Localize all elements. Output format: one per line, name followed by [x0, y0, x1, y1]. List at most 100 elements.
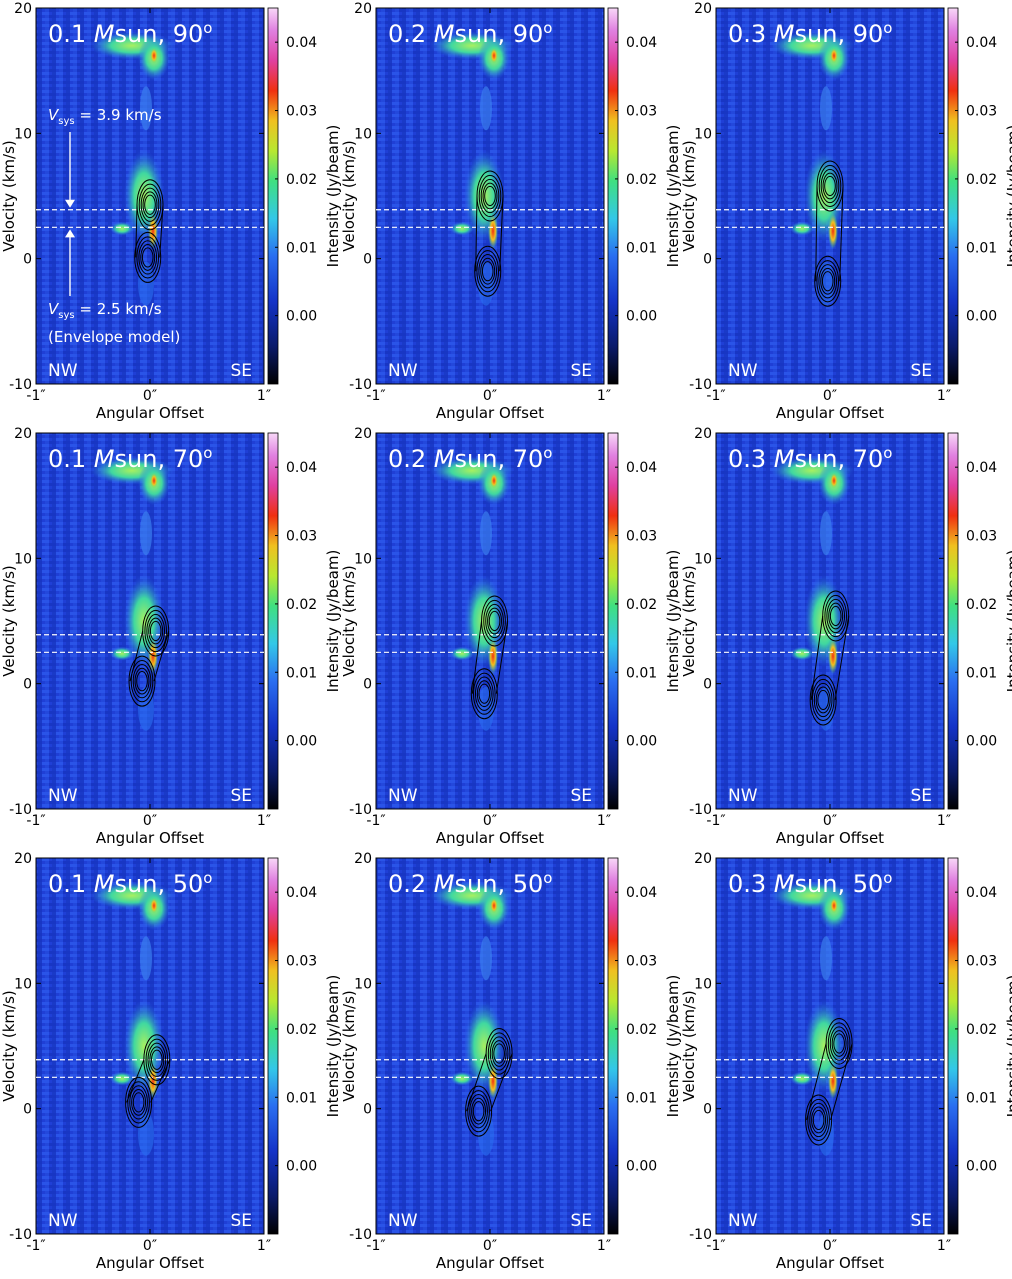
x-tick-label: -1″	[366, 813, 385, 829]
colorbar-tick-label: 0.00	[626, 734, 657, 750]
model-contour	[816, 260, 840, 303]
colorbar	[607, 7, 619, 385]
model-contour-bridge	[815, 185, 844, 282]
model-contour	[493, 1043, 505, 1064]
colorbar-tick-label: 0.03	[286, 954, 317, 970]
x-tick-label: -1″	[366, 1238, 385, 1254]
model-contour-bridge	[126, 1059, 171, 1103]
model-contour	[144, 609, 167, 653]
model-contour	[484, 185, 496, 207]
model-contour	[136, 671, 148, 692]
corner-label-se: SE	[570, 361, 592, 381]
emission-west-knot	[450, 646, 474, 661]
model-contour	[815, 686, 831, 714]
colorbar-tick-label: 0.02	[286, 597, 317, 613]
colorbar-label: Intensity (Jy/beam)	[324, 975, 342, 1118]
y-tick-label: 20	[694, 426, 712, 442]
colorbar-tick-label: 0.02	[626, 172, 657, 188]
model-contour	[476, 680, 492, 708]
emission-stream	[480, 511, 492, 556]
x-axis-label: Angular Offset	[96, 829, 204, 847]
emission-stream	[820, 86, 832, 131]
colorbar-tick-label: 0.02	[286, 172, 317, 188]
model-contour	[131, 1089, 147, 1116]
model-contour	[134, 231, 162, 283]
model-contour	[831, 1030, 847, 1057]
arrow-top-head	[65, 199, 75, 208]
model-contour	[132, 664, 152, 699]
model-contour	[820, 168, 840, 204]
x-tick-label: -1″	[26, 1238, 45, 1254]
y-tick-label: 0	[23, 252, 32, 268]
colorbar-tick-label: 0.04	[626, 885, 657, 901]
x-tick-label: 0″	[483, 1238, 497, 1254]
model-contour	[130, 660, 154, 703]
model-contour-bridge	[135, 204, 164, 258]
emission-tail	[818, 1111, 834, 1156]
model-contour	[829, 605, 842, 627]
model-contour	[818, 264, 838, 299]
y-tick-label: 10	[14, 126, 32, 142]
y-axis-label: Velocity (km/s)	[0, 140, 18, 251]
corner-label-se: SE	[910, 1211, 932, 1231]
y-tick-label: 0	[23, 1102, 32, 1118]
panel-0.2-70: -10 0 10 20 -1″ 0″ 1″ Angular Offset Velocity (k…	[340, 426, 682, 847]
panel-title: 0.1 Msun, 70o	[48, 444, 212, 473]
model-contour	[132, 1092, 145, 1113]
emission-tail	[478, 1111, 494, 1156]
emission-west-knot	[790, 1071, 814, 1086]
model-contour	[811, 1106, 827, 1134]
x-tick-label: -1″	[706, 1238, 725, 1254]
emission-tail	[138, 1111, 154, 1156]
emission-stream	[820, 936, 832, 981]
x-tick-label: 0″	[823, 813, 837, 829]
colorbar-tick-label: 0.02	[286, 1022, 317, 1038]
emission-top-peak	[150, 47, 158, 64]
y-tick-label: 10	[354, 976, 372, 992]
model-contour	[480, 178, 500, 214]
x-tick-label: 1″	[257, 813, 271, 829]
x-axis-label: Angular Offset	[776, 1254, 884, 1272]
colorbar-tick-label: 0.00	[966, 734, 997, 750]
model-contour	[817, 689, 829, 711]
annotation-vsys-bottom: Vsys = 2.5 km/s	[48, 300, 162, 321]
colorbar-tick-label: 0.01	[966, 240, 997, 256]
y-tick-label: -10	[689, 1227, 712, 1243]
model-contour-bridge	[471, 620, 509, 694]
colorbar-tick-label: 0.00	[966, 1159, 997, 1175]
x-tick-label: 0″	[483, 813, 497, 829]
x-tick-label: 1″	[937, 1238, 951, 1254]
colorbar-tick-label: 0.01	[286, 240, 317, 256]
corner-label-se: SE	[230, 786, 252, 806]
x-tick-label: 1″	[597, 1238, 611, 1254]
colorbar-label: Intensity (Jy/beam)	[664, 550, 682, 693]
y-axis-label: Velocity (km/s)	[680, 140, 698, 251]
y-tick-label: -10	[689, 377, 712, 393]
emission-stream	[140, 936, 152, 981]
emission-stream	[480, 86, 492, 131]
x-axis-label: Angular Offset	[436, 404, 544, 422]
colorbar	[947, 7, 959, 385]
colorbar-tick-label: 0.04	[966, 885, 997, 901]
emission-central-peak	[148, 638, 158, 675]
y-tick-label: 20	[354, 426, 372, 442]
emission-west-knot	[450, 221, 474, 236]
model-contour	[483, 599, 506, 643]
x-axis-label: Angular Offset	[96, 404, 204, 422]
colorbar-tick-label: 0.02	[966, 1022, 997, 1038]
emission-top-peak	[830, 472, 838, 489]
emission-stream	[480, 936, 492, 981]
x-tick-label: -1″	[26, 388, 45, 404]
colorbar-tick-label: 0.04	[966, 35, 997, 51]
y-tick-label: 10	[694, 976, 712, 992]
y-tick-label: 10	[14, 976, 32, 992]
model-contour	[478, 683, 491, 704]
y-tick-label: -10	[349, 1227, 372, 1243]
x-axis-label: Angular Offset	[436, 1254, 544, 1272]
model-contour	[465, 1085, 493, 1137]
y-axis-label: Velocity (km/s)	[680, 990, 698, 1101]
model-contour	[827, 1022, 851, 1065]
panel-0.2-90: -10 0 10 20 -1″ 0″ 1″ Angular Offset Velocity (k…	[340, 1, 682, 422]
model-contour-bridge	[129, 630, 170, 682]
y-tick-label: 0	[363, 1102, 372, 1118]
